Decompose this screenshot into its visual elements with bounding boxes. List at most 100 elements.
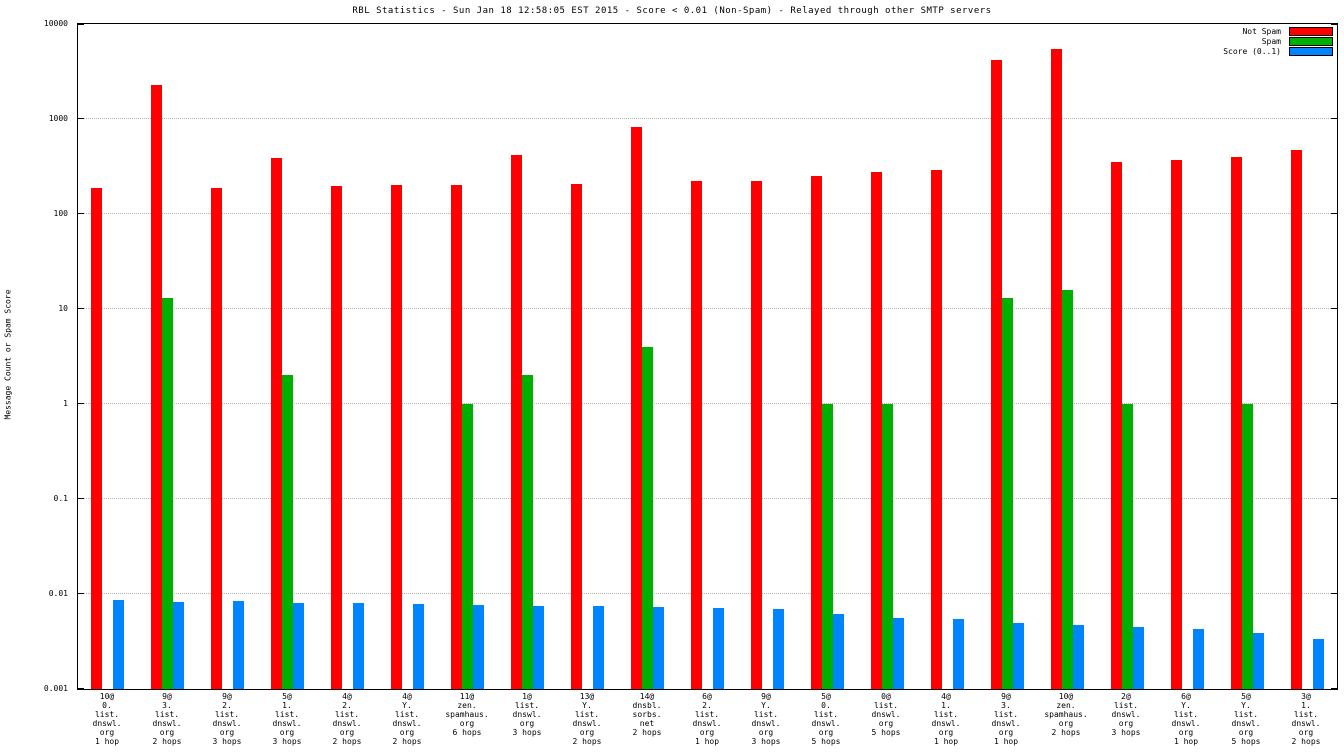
x-tick-label: 9@ 2. list. dnswl. org 3 hops [212, 692, 242, 746]
x-tick-label: 10@ zen. spamhaus. org 2 hops [1044, 692, 1088, 737]
x-tick-label: 11@ zen. spamhaus. org 6 hops [445, 692, 489, 737]
legend-label: Not Spam [1242, 27, 1281, 36]
bar-not-spam [511, 155, 522, 689]
x-tick-label: 5@ 1. list. dnswl. org 3 hops [272, 692, 302, 746]
bar-not-spam [871, 172, 882, 689]
bar-score-0-1 [1193, 629, 1204, 689]
x-tick-label: 4@ 2. list. dnswl. org 2 hops [332, 692, 362, 746]
y-axis-tick-labels: 10000 1000 100 10 1 0.1 0.01 0.001 [0, 19, 72, 693]
bar-not-spam [1291, 150, 1302, 689]
y-tick-mark [78, 308, 84, 309]
bar-score-0-1 [833, 614, 844, 689]
y-tick-mark [78, 403, 84, 404]
bar-spam [1242, 404, 1253, 689]
y-tick-label: 100 [53, 209, 68, 218]
bar-score-0-1 [1013, 623, 1024, 689]
bar-score-0-1 [173, 602, 184, 689]
bar-spam [162, 298, 173, 689]
bar-score-0-1 [293, 603, 304, 689]
y-tick-mark [1331, 498, 1337, 499]
bar-not-spam [571, 184, 582, 689]
bar-score-0-1 [653, 607, 664, 689]
bar-spam [882, 404, 893, 689]
bar-spam [1062, 290, 1073, 689]
bar-not-spam [1111, 162, 1122, 689]
legend-label: Spam [1261, 37, 1281, 46]
bar-score-0-1 [413, 604, 424, 689]
bar-score-0-1 [593, 606, 604, 689]
bar-not-spam [151, 85, 162, 689]
legend-label: Score (0..1) [1223, 47, 1281, 56]
bar-score-0-1 [893, 618, 904, 689]
y-tick-label: 0.01 [48, 589, 68, 598]
x-tick-label: 9@ Y. list. dnswl. org 3 hops [751, 692, 781, 746]
bar-score-0-1 [353, 603, 364, 689]
y-tick-label: 1000 [48, 114, 68, 123]
bar-spam [822, 404, 833, 689]
x-axis-tick-labels: 10@ 0. list. dnswl. org 1 hop 9@ 3. list.… [77, 692, 1336, 754]
bar-not-spam [91, 188, 102, 689]
gridline [78, 498, 1337, 499]
bar-not-spam [631, 127, 642, 689]
y-tick-label: 10 [58, 304, 68, 313]
bar-not-spam [751, 181, 762, 689]
legend: Not Spam Spam Score (0..1) [1223, 27, 1333, 57]
gridline [78, 308, 1337, 309]
bar-not-spam [1171, 160, 1182, 689]
bar-not-spam [271, 158, 282, 689]
bar-score-0-1 [113, 600, 124, 689]
y-tick-mark [1331, 403, 1337, 404]
plot-area: Not Spam Spam Score (0..1) [77, 23, 1338, 690]
bar-not-spam [391, 185, 402, 689]
bar-spam [522, 375, 533, 689]
bar-score-0-1 [1073, 625, 1084, 689]
bar-score-0-1 [233, 601, 244, 689]
bar-score-0-1 [1253, 633, 1264, 689]
bar-spam [1002, 298, 1013, 689]
x-tick-label: 4@ 1. list. dnswl. org 1 hop [931, 692, 961, 746]
y-tick-label: 0.1 [53, 494, 68, 503]
legend-swatch [1289, 37, 1333, 46]
x-tick-label: 9@ 3. list. dnswl. org 1 hop [991, 692, 1021, 746]
bar-spam [462, 404, 473, 689]
bar-score-0-1 [1133, 627, 1144, 689]
bar-not-spam [931, 170, 942, 689]
y-tick-label: 10000 [43, 19, 68, 28]
y-tick-mark [78, 688, 84, 689]
x-tick-label: 6@ 2. list. dnswl. org 1 hop [692, 692, 722, 746]
y-tick-mark [78, 24, 84, 25]
x-tick-label: 9@ 3. list. dnswl. org 2 hops [152, 692, 182, 746]
bar-score-0-1 [1313, 639, 1324, 689]
legend-item: Score (0..1) [1223, 47, 1333, 56]
y-tick-label: 1 [63, 399, 68, 408]
bar-spam [1122, 404, 1133, 689]
y-tick-mark [78, 118, 84, 119]
x-tick-label: 6@ Y. list. dnswl. org 1 hop [1171, 692, 1201, 746]
gridline [78, 593, 1337, 594]
bar-score-0-1 [533, 606, 544, 689]
bar-score-0-1 [953, 619, 964, 689]
bar-not-spam [1231, 157, 1242, 689]
legend-swatch [1289, 47, 1333, 56]
x-tick-label: 5@ Y. list. dnswl. org 5 hops [1231, 692, 1261, 746]
x-tick-label: 13@ Y. list. dnswl. org 2 hops [572, 692, 602, 746]
bar-spam [642, 347, 653, 689]
y-tick-mark [1331, 118, 1337, 119]
y-tick-mark [78, 593, 84, 594]
y-tick-mark [1331, 213, 1337, 214]
bar-not-spam [211, 188, 222, 689]
x-tick-label: 0@ list. dnswl. org 5 hops [871, 692, 901, 737]
bar-not-spam [691, 181, 702, 689]
bar-score-0-1 [713, 608, 724, 689]
y-tick-mark [78, 213, 84, 214]
x-tick-label: 5@ 0. list. dnswl. org 5 hops [811, 692, 841, 746]
x-tick-label: 4@ Y. list. dnswl. org 2 hops [392, 692, 422, 746]
x-tick-label: 1@ list. dnswl. org 3 hops [512, 692, 542, 737]
bar-spam [282, 375, 293, 689]
y-tick-label: 0.001 [43, 684, 68, 693]
legend-item: Spam [1223, 37, 1333, 46]
x-tick-label: 2@ list. dnswl. org 3 hops [1111, 692, 1141, 737]
bar-score-0-1 [473, 605, 484, 689]
bar-not-spam [1051, 49, 1062, 689]
